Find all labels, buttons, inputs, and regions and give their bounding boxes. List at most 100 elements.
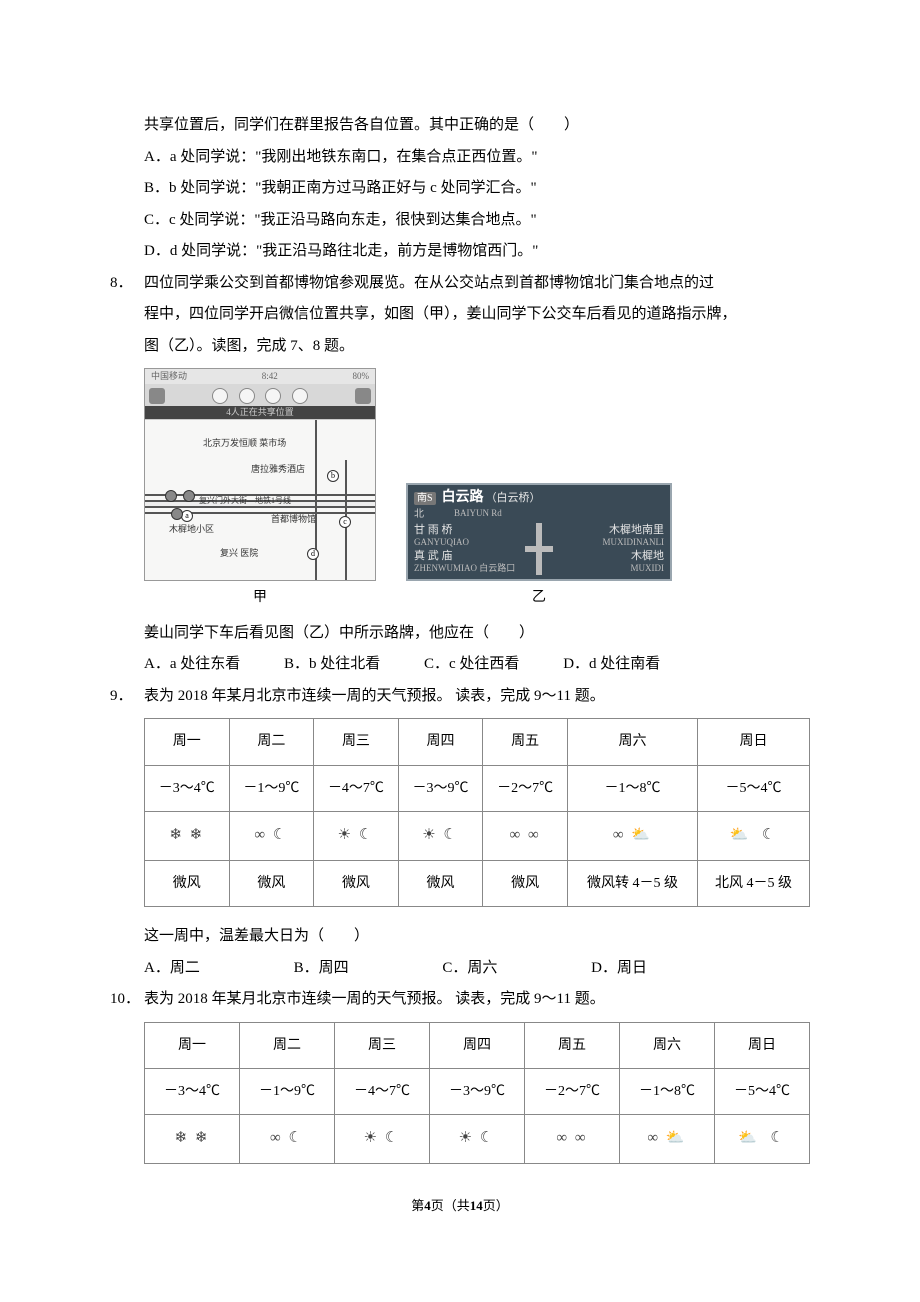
wx-icon [398,812,483,861]
north-badge: 北 [414,508,424,521]
footer-mid: 页（共 [431,1198,470,1213]
day: 周日 [715,1022,810,1068]
pin-a: a [181,510,193,522]
wind: 微风 [398,860,483,906]
q8-text2: 程中，四位同学开启微信位置共享，如图（甲），姜山同学下公交车后看见的道路指示牌， [144,299,810,331]
q7-optB: B．b 处同学说："我朝正南方过马路正好与 c 处同学汇合。" [144,173,810,205]
q7-optC: C．c 处同学说："我正沿马路向东走，很快到达集合地点。" [144,205,810,237]
q8-text1: 四位同学乘公交到首都博物馆参观展览。在从公交站点到首都博物馆北门集合地点的过 [144,268,810,300]
day: 周二 [229,719,314,765]
phone-toolbar [145,384,375,406]
temp: －5～4℃ [698,765,810,811]
wx-icon [240,1115,335,1164]
day: 周四 [398,719,483,765]
main-paren: （白云桥） [486,491,541,505]
wind: 微风 [483,860,568,906]
menu-icon [355,388,371,404]
wx-icon [430,1115,525,1164]
day: 周一 [145,1022,240,1068]
row-temps: －3～4℃ －1～9℃ －4～7℃ －3～9℃ －2～7℃ －1～8℃ －5～4… [145,1069,810,1115]
pin-d: d [307,548,319,560]
r1py: MUXIDINANLI [557,537,664,549]
r2cn: 木樨地 [557,549,664,563]
road-sign: 南S 白云路 （白云桥） 北 BAIYUN Rd 甘 雨 桥 GANYUQIAO… [406,483,672,580]
temp: －3～4℃ [145,765,230,811]
wx-icon [525,1115,620,1164]
q9-options: A．周二 B．周四 C．周六 D．周日 [144,953,810,985]
phone-map: 中国移动 8:42 80% 4人正在共享位置 [144,368,376,581]
fig-乙: 南S 白云路 （白云桥） 北 BAIYUN Rd 甘 雨 桥 GANYUQIAO… [406,483,672,612]
lbl-xiaoqu: 木樨地小区 [169,524,214,535]
caption-甲: 甲 [144,583,376,612]
phone-status: 中国移动 8:42 80% [145,369,375,384]
q9-optC: C．周六 [442,953,497,985]
carrier: 中国移动 [151,371,187,382]
wx-icon [229,812,314,861]
day: 周六 [567,719,697,765]
row-days: 周一 周二 周三 周四 周五 周六 周日 [145,1022,810,1068]
temp: －5～4℃ [715,1069,810,1115]
row-icons [145,1115,810,1164]
footer: 第4页（共14页） [110,1192,810,1219]
subway-icon [183,490,195,502]
round-icon [212,388,228,404]
l1py: GANYUQIAO [414,537,521,549]
row-winds: 微风 微风 微风 微风 微风 微风转 4－5 级 北风 4－5 级 [145,860,810,906]
temp: －3～4℃ [145,1069,240,1115]
clock: 8:42 [262,371,278,382]
day: 周五 [525,1022,620,1068]
q8-text3: 图（乙）。读图，完成 7、8 题。 [144,331,810,363]
day: 周二 [240,1022,335,1068]
q7-intro: 共享位置后，同学们在群里报告各自位置。其中正确的是（ ） [144,110,810,142]
q8-optC: C．c 处往西看 [424,649,519,681]
wx-icon [698,812,810,861]
figure-row: 中国移动 8:42 80% 4人正在共享位置 [144,368,810,612]
round-icon [292,388,308,404]
q8-optA: A．a 处往东看 [144,649,240,681]
day: 周五 [483,719,568,765]
day: 周六 [620,1022,715,1068]
wind: 北风 4－5 级 [698,860,810,906]
r2py: MUXIDI [557,563,664,575]
l2py: ZHENWUMIAO 白云路口 [414,563,521,575]
subway-icon [165,490,177,502]
q9-num: 9． [110,681,144,713]
q8-optD: D．d 处往南看 [563,649,660,681]
wx-icon [715,1115,810,1164]
subway-icon [171,508,183,520]
temp: －1～9℃ [229,765,314,811]
day: 周四 [430,1022,525,1068]
wind: 微风 [145,860,230,906]
day: 周三 [335,1022,430,1068]
temp: －4～7℃ [335,1069,430,1115]
q8-optB: B．b 处往北看 [284,649,380,681]
page: 共享位置后，同学们在群里报告各自位置。其中正确的是（ ） A．a 处同学说："我… [0,0,920,1259]
row-icons [145,812,810,861]
footer-pre: 第 [411,1198,424,1213]
day: 周三 [314,719,399,765]
lbl-road: 复兴门外大街—地铁1号线 [199,496,291,506]
footer-post: 页） [483,1198,509,1213]
q7-optA: A．a 处同学说："我刚出地铁东南口，在集合点正西位置。" [144,142,810,174]
day: 周日 [698,719,810,765]
q8-options: A．a 处往东看 B．b 处往北看 C．c 处往西看 D．d 处往南看 [144,649,810,681]
wind: 微风 [314,860,399,906]
temp: －2～7℃ [483,765,568,811]
cross-icon [525,523,553,575]
r1cn: 木樨地南里 [557,523,664,537]
q7-optD: D．d 处同学说："我正沿马路往北走，前方是博物馆西门。" [144,236,810,268]
temp: －1～8℃ [620,1069,715,1115]
fig-甲: 中国移动 8:42 80% 4人正在共享位置 [144,368,376,612]
pin-b: b [327,470,339,482]
q9-text: 表为 2018 年某月北京市连续一周的天气预报。 读表，完成 9～11 题。 [144,681,810,713]
temp: －1～9℃ [240,1069,335,1115]
day: 周一 [145,719,230,765]
weather-table-2: 周一 周二 周三 周四 周五 周六 周日 －3～4℃ －1～9℃ －4～7℃ －… [144,1022,810,1164]
temp: －3～9℃ [430,1069,525,1115]
q9-optD: D．周日 [591,953,647,985]
caption-乙: 乙 [406,583,672,612]
battery: 80% [353,371,370,382]
pin-c: c [339,516,351,528]
temp: －2～7℃ [525,1069,620,1115]
lbl-hospital: 复兴 医院 [220,548,258,559]
